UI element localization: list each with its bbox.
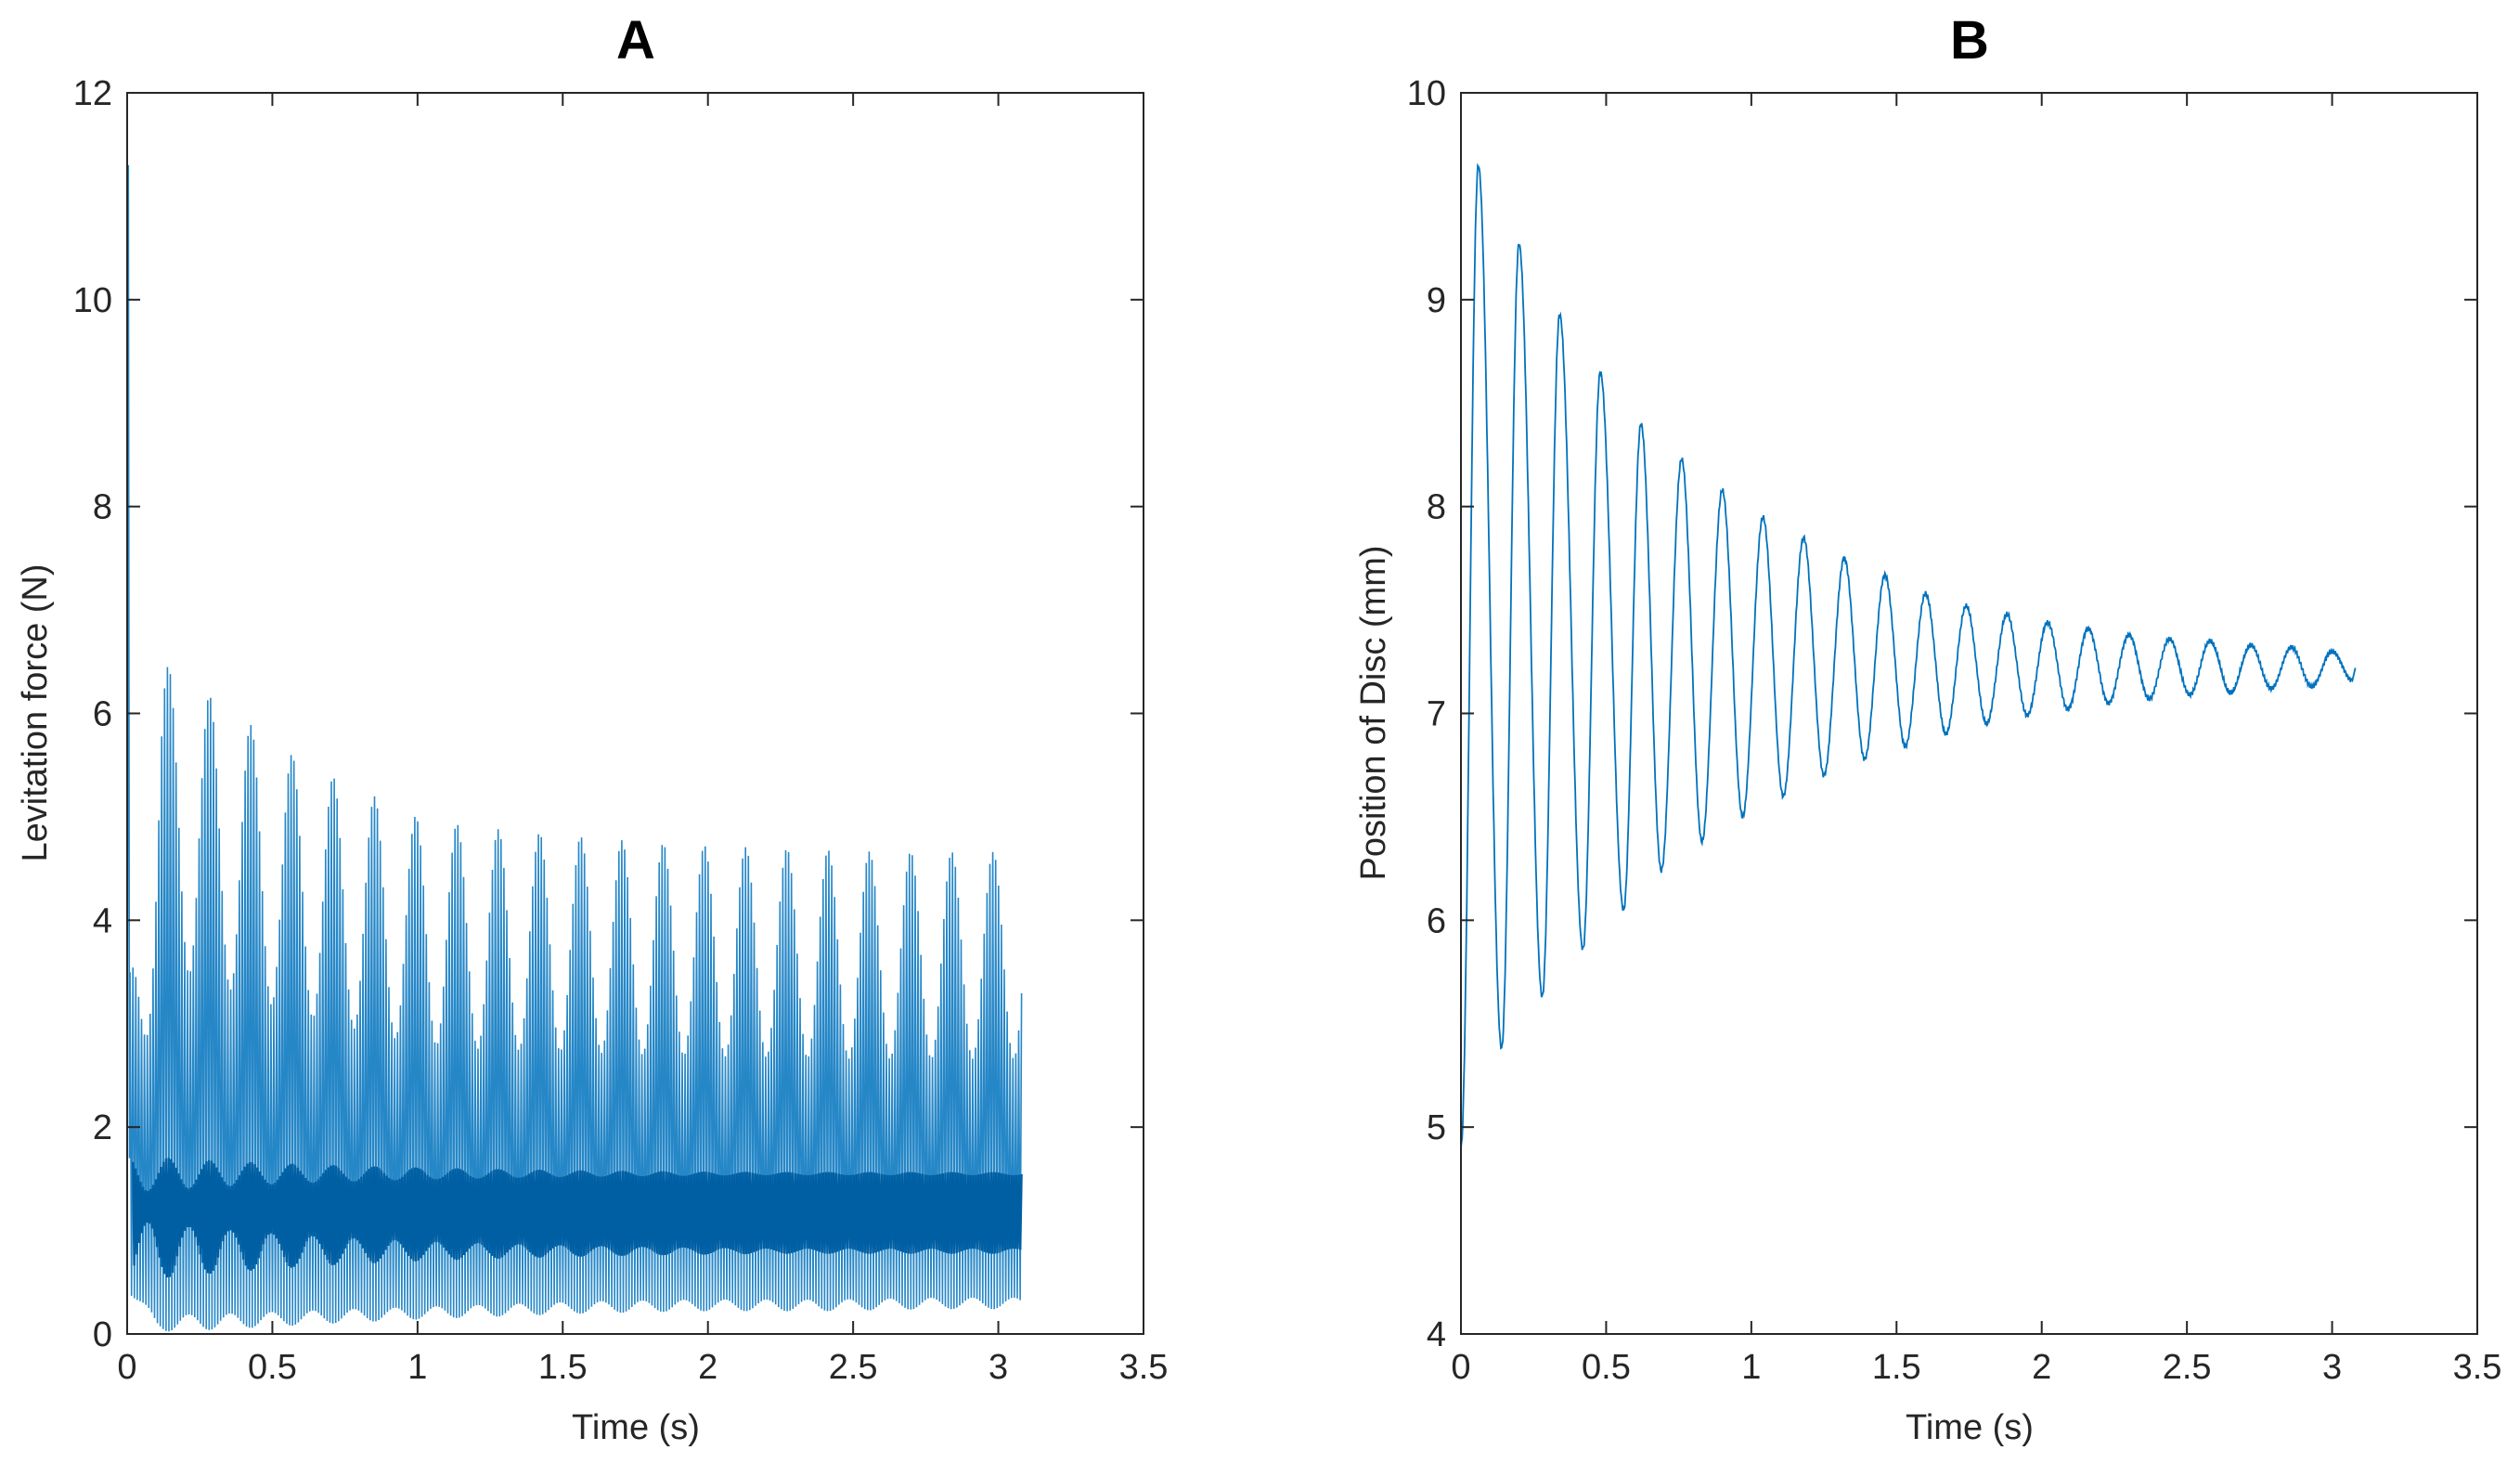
panel-a-ticks: 0 0.5 1 1.5 2 2.5 3 3.5 0 2 4 6 8 10 12 <box>73 74 1169 1387</box>
panel-b-x-tick-label: 0.5 <box>1582 1348 1631 1387</box>
panel-a-plot-area <box>126 164 1023 1332</box>
panel-b-y-axis-label: Position of Disc (mm) <box>1354 545 1393 880</box>
panel-a-x-tick-label: 3 <box>989 1348 1008 1387</box>
panel-b-y-tick-label: 8 <box>1427 488 1446 527</box>
panel-b-y-tick-label: 9 <box>1427 281 1446 320</box>
panel-a-x-tick-label: 2 <box>698 1348 717 1387</box>
panel-a: A 0 0.5 1 1.5 2 2.5 3 3.5 0 2 4 6 8 10 12 Time (s) Lev… <box>16 10 1168 1447</box>
panel-a-force-series <box>126 164 1023 1332</box>
panel-b-x-axis-label: Time (s) <box>1906 1408 2034 1447</box>
panel-a-x-tick-label: 2.5 <box>829 1348 878 1387</box>
panel-a-y-tick-label: 4 <box>93 901 112 940</box>
panel-a-dense-band <box>132 1158 1023 1278</box>
panel-a-y-tick-label: 10 <box>73 281 112 320</box>
panel-b-title: B <box>1950 10 1989 71</box>
panel-a-x-tick-label: 3.5 <box>1119 1348 1169 1387</box>
panel-b-x-tick-label: 2 <box>2032 1348 2051 1387</box>
panel-b-x-tick-label: 3 <box>2322 1348 2342 1387</box>
panel-b-x-tick-label: 2.5 <box>2163 1348 2212 1387</box>
panel-b-y-tick-label: 7 <box>1427 695 1446 734</box>
panel-b-plot-area <box>1460 162 2357 1148</box>
panel-b-x-tick-label: 0 <box>1451 1348 1470 1387</box>
panel-b-x-tick-label: 3.5 <box>2453 1348 2502 1387</box>
panel-a-y-tick-label: 0 <box>93 1315 112 1354</box>
panel-a-y-tick-label: 8 <box>93 488 112 527</box>
panel-b-x-tick-label: 1.5 <box>1872 1348 1921 1387</box>
panel-a-x-axis-label: Time (s) <box>572 1408 700 1447</box>
panel-b: B 0 0.5 1 1.5 2 2.5 3 3.5 4 5 6 7 8 9 10 Time (s) Posi… <box>1354 10 2501 1447</box>
panel-b-y-tick-label: 4 <box>1427 1315 1446 1354</box>
panel-a-title: A <box>616 10 655 71</box>
panel-a-y-axis-label: Levitation force (N) <box>16 563 55 861</box>
panel-a-y-tick-label: 6 <box>93 695 112 734</box>
panel-b-position-series <box>1460 162 2357 1148</box>
panel-a-x-tick-label: 0 <box>117 1348 136 1387</box>
panel-b-y-tick-label: 10 <box>1407 74 1446 113</box>
panel-b-y-tick-label: 5 <box>1427 1108 1446 1147</box>
panel-a-x-tick-label: 0.5 <box>248 1348 297 1387</box>
panel-a-x-tick-label: 1.5 <box>538 1348 588 1387</box>
panel-b-ticks: 0 0.5 1 1.5 2 2.5 3 3.5 4 5 6 7 8 9 10 <box>1407 74 2502 1387</box>
panel-a-y-tick-label: 2 <box>93 1108 112 1147</box>
panel-b-x-tick-label: 1 <box>1741 1348 1761 1387</box>
panel-b-y-tick-label: 6 <box>1427 901 1446 940</box>
panel-a-y-tick-label: 12 <box>73 74 112 113</box>
panel-a-x-tick-label: 1 <box>407 1348 427 1387</box>
